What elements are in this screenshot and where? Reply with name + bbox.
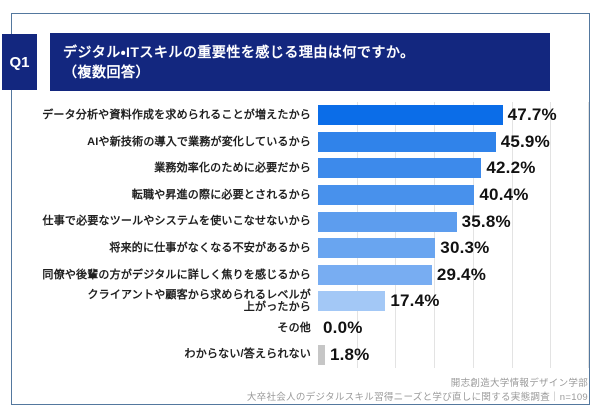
value-label: 0.0%: [323, 318, 363, 338]
question-number-badge: Q1: [2, 34, 37, 90]
category-label: 将来的に仕事がなくなる不安があるから: [109, 241, 311, 254]
bar-row: クライアントや顧客から求められるレベルが 上がったから 17.4%: [13, 288, 589, 315]
value-label: 42.2%: [486, 158, 536, 178]
bar-row: 転職や昇進の際に必要とされるから 40.4%: [13, 182, 589, 209]
bar: [318, 158, 482, 179]
bar: [318, 211, 457, 232]
bar-row: 仕事で必要なツールやシステムを使いこなせないから 35.8%: [13, 208, 589, 235]
question-title-line1: デジタル・ITスキルの重要性を感じる理由は何ですか。: [63, 43, 415, 60]
value-label: 29.4%: [436, 264, 487, 284]
bar: [318, 264, 432, 285]
category-label: 転職や昇進の際に必要とされるから: [131, 188, 311, 201]
category-label: わからない/答えられない: [184, 348, 311, 361]
bar: [318, 344, 325, 365]
bar-rows: データ分析や資料作成を求められることが増えたから 47.7% AIや新技術の導入…: [13, 102, 589, 368]
value-label: 40.4%: [479, 185, 529, 205]
bar-row: わからない/答えられない 1.8%: [13, 341, 589, 368]
value-label: 1.8%: [329, 344, 370, 364]
category-label: 仕事で必要なツールやシステムを使いこなせないから: [42, 215, 311, 228]
question-title-bar: デジタル・ITスキルの重要性を感じる理由は何ですか。 （複数回答）: [50, 33, 550, 91]
category-label: AIや新技術の導入で業務が変化しているから: [87, 135, 311, 148]
bar-chart: データ分析や資料作成を求められることが増えたから 47.7% AIや新技術の導入…: [13, 102, 590, 368]
value-label: 45.9%: [500, 131, 550, 151]
bar: [318, 105, 503, 126]
bar: [318, 185, 475, 206]
bar: [318, 291, 386, 312]
category-label: 業務効率化のために必要だから: [154, 162, 311, 175]
bar-row: 業務効率化のために必要だから 42.2%: [13, 155, 589, 182]
bar: [318, 238, 436, 259]
category-label: クライアントや顧客から求められるレベルが 上がったから: [87, 288, 311, 314]
question-number-label: Q1: [9, 53, 30, 71]
question-title-line2: （複数回答）: [63, 64, 150, 80]
category-label: 同僚や後輩の方がデジタルに詳しく焦りを感じるから: [42, 268, 311, 281]
source-line1: 開志創造大学情報デザイン学部: [450, 378, 588, 390]
bar-row: データ分析や資料作成を求められることが増えたから 47.7%: [13, 102, 589, 129]
value-label: 35.8%: [461, 211, 511, 231]
source-line2: 大卒社会人のデジタルスキル習得ニーズと学び直しに関する実態調査｜n=109: [246, 391, 588, 403]
category-label: データ分析や資料作成を求められることが増えたから: [42, 108, 311, 121]
bar-row: 将来的に仕事がなくなる不安があるから 30.3%: [13, 235, 589, 262]
value-label: 17.4%: [390, 291, 440, 311]
category-label: その他: [277, 321, 311, 334]
bar-row: 同僚や後輩の方がデジタルに詳しく焦りを感じるから 29.4%: [13, 262, 589, 289]
bar-row: AIや新技術の導入で業務が変化しているから 45.9%: [13, 129, 589, 156]
source-note: 開志創造大学情報デザイン学部 大卒社会人のデジタルスキル習得ニーズと学び直しに関…: [247, 377, 588, 404]
bar: [318, 131, 496, 152]
value-label: 47.7%: [507, 105, 557, 125]
value-label: 30.3%: [440, 238, 490, 258]
bar-row: その他 0.0%: [13, 315, 589, 342]
